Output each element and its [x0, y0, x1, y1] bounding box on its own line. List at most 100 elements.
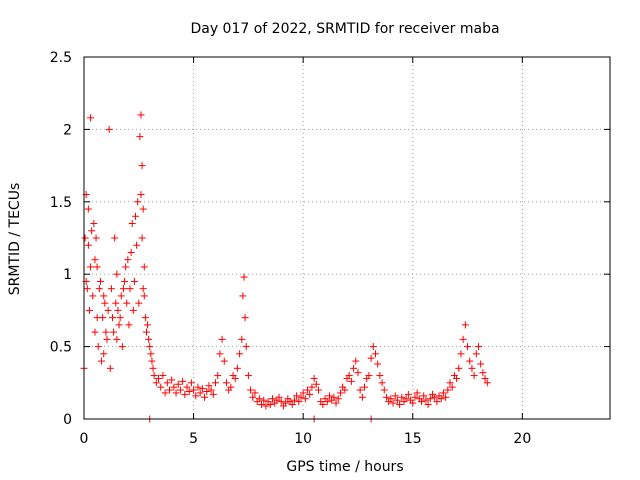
data-point: [87, 263, 95, 271]
data-point: [117, 292, 125, 300]
data-point: [422, 396, 430, 404]
data-point: [389, 399, 397, 407]
data-point: [89, 292, 97, 300]
data-point: [110, 328, 118, 336]
data-point: [341, 386, 349, 394]
data-point: [133, 241, 141, 249]
data-point: [137, 191, 145, 199]
data-point: [130, 277, 138, 285]
data-point: [466, 357, 474, 365]
data-point: [119, 285, 127, 293]
data-point: [222, 379, 230, 387]
y-tick-label: 1: [63, 267, 72, 283]
data-point: [365, 372, 373, 380]
data-point: [87, 114, 95, 122]
data-point: [95, 285, 103, 293]
data-point: [146, 343, 154, 351]
data-point: [132, 212, 140, 220]
data-point: [247, 386, 255, 394]
data-point: [325, 392, 333, 400]
data-point: [352, 357, 360, 365]
data-point: [323, 398, 331, 406]
data-point: [126, 285, 134, 293]
y-tick-label: 0.5: [50, 340, 72, 356]
grid: [84, 57, 610, 419]
data-point: [114, 306, 122, 314]
data-point: [135, 299, 143, 307]
data-point: [367, 354, 375, 362]
data-point: [207, 386, 215, 394]
data-point: [81, 234, 89, 242]
data-point: [446, 379, 454, 387]
data-point: [150, 372, 158, 380]
data-point: [198, 385, 206, 393]
data-point: [96, 277, 104, 285]
data-points: [80, 111, 491, 423]
data-point: [418, 398, 426, 406]
data-point: [159, 372, 167, 380]
data-point: [145, 335, 153, 343]
data-point: [332, 399, 340, 407]
data-point: [176, 386, 184, 394]
data-point: [100, 350, 108, 358]
data-point: [128, 220, 136, 228]
data-point: [115, 321, 123, 329]
data-point: [138, 162, 146, 170]
data-point: [356, 386, 364, 394]
data-point: [391, 392, 399, 400]
data-point: [203, 387, 211, 395]
data-point: [453, 374, 461, 382]
data-point: [236, 350, 244, 358]
data-point: [448, 383, 456, 391]
y-tick-label: 0: [63, 412, 72, 428]
data-point: [98, 357, 106, 365]
data-point: [424, 401, 432, 409]
data-point: [91, 328, 99, 336]
data-point: [140, 263, 148, 271]
data-point: [142, 328, 150, 336]
data-point: [172, 389, 180, 397]
data-point: [315, 386, 323, 394]
data-point: [378, 379, 386, 387]
data-point: [308, 383, 316, 391]
data-point: [116, 314, 124, 322]
data-point: [99, 314, 107, 322]
data-point: [107, 285, 115, 293]
data-point: [137, 111, 145, 119]
data-point: [91, 256, 99, 264]
data-point: [185, 387, 193, 395]
data-point: [260, 396, 268, 404]
data-point: [179, 377, 187, 385]
data-point: [472, 350, 480, 358]
data-point: [83, 285, 91, 293]
data-point: [227, 383, 235, 391]
data-point: [138, 234, 146, 242]
data-point: [124, 256, 132, 264]
data-point: [101, 299, 109, 307]
x-tick-label: 15: [404, 431, 422, 447]
data-point: [433, 398, 441, 406]
data-point: [347, 377, 355, 385]
data-point: [310, 374, 318, 382]
data-point: [459, 335, 467, 343]
data-point: [442, 393, 450, 401]
data-point: [201, 393, 209, 401]
data-point: [266, 401, 274, 409]
x-axis-label: GPS time / hours: [286, 459, 403, 475]
data-point: [468, 364, 476, 372]
data-point: [84, 241, 92, 249]
data-point: [242, 343, 250, 351]
data-point: [402, 395, 410, 403]
data-point: [165, 386, 173, 394]
data-point: [241, 314, 249, 322]
data-point: [479, 369, 487, 377]
data-point: [304, 386, 312, 394]
data-point: [122, 263, 130, 271]
data-point: [141, 314, 149, 322]
chart-title: Day 017 of 2022, SRMTID for receiver mab…: [190, 21, 499, 37]
data-point: [231, 374, 239, 382]
data-point: [240, 273, 248, 281]
data-point: [168, 376, 176, 384]
data-point: [123, 299, 131, 307]
